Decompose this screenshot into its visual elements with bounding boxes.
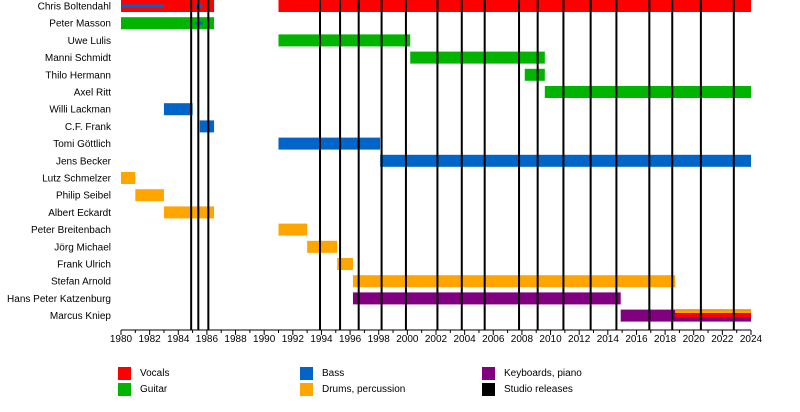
bar-guitar xyxy=(278,34,411,47)
member-label: Manni Schmidt xyxy=(45,53,111,64)
bar-drums xyxy=(163,206,215,219)
membership-bars xyxy=(121,0,751,322)
member-label: Chris Boltendahl xyxy=(38,2,111,13)
x-axis: 1980 1982 1984 1986 1988 1990 1992 1994 1996 1998… xyxy=(110,329,763,345)
bar-guitar xyxy=(410,51,545,64)
bar-bass xyxy=(163,103,193,116)
bar-drums xyxy=(307,240,338,253)
member-label: Peter Breitenbach xyxy=(31,225,111,236)
x-tick-label: 1982 xyxy=(139,334,162,345)
member-label: Philip Seibel xyxy=(56,191,111,202)
x-tick-label: 2016 xyxy=(625,334,648,345)
member-label: Willi Lackman xyxy=(49,105,111,116)
member-label: Jens Becker xyxy=(56,156,112,167)
x-tick-label: 2014 xyxy=(597,334,620,345)
x-tick-label: 2024 xyxy=(740,334,763,345)
x-tick-label: 1996 xyxy=(339,334,362,345)
studio-release-lines xyxy=(190,0,735,330)
bar-vocals xyxy=(675,314,751,318)
bar-bass xyxy=(121,4,164,8)
member-label: C.F. Frank xyxy=(65,122,112,133)
x-tick-label: 1998 xyxy=(368,334,391,345)
x-tick-label: 2012 xyxy=(568,334,591,345)
member-label: Tomi Göttlich xyxy=(53,139,111,150)
member-label: Thilo Hermann xyxy=(45,70,111,81)
member-label: Frank Ulrich xyxy=(57,260,111,271)
x-tick-label: 2018 xyxy=(654,334,677,345)
x-tick-label: 2000 xyxy=(396,334,419,345)
x-tick-label: 1986 xyxy=(196,334,219,345)
member-label: Axel Ritt xyxy=(74,88,111,99)
bar-bass xyxy=(380,154,751,167)
bar-guitar xyxy=(544,86,751,98)
x-tick-label: 1994 xyxy=(310,334,333,345)
x-tick-label: 2004 xyxy=(454,334,477,345)
member-label: Hans Peter Katzenburg xyxy=(7,294,111,305)
bar-guitar xyxy=(524,68,545,81)
bar-drums xyxy=(337,258,353,270)
x-tick-label: 2022 xyxy=(711,334,734,345)
bar-drums xyxy=(352,275,676,288)
x-tick-label: 2008 xyxy=(511,334,534,345)
bar-bass xyxy=(199,120,215,133)
member-label: Jörg Michael xyxy=(54,242,111,253)
x-tick-label: 1990 xyxy=(253,334,276,345)
bar-drums xyxy=(121,172,136,184)
member-label: Stefan Arnold xyxy=(51,277,111,288)
member-label: Marcus Kniep xyxy=(50,311,112,322)
x-tick-label: 2002 xyxy=(425,334,448,345)
bar-drums xyxy=(135,189,164,202)
bar-bass xyxy=(278,137,381,150)
member-label: Peter Masson xyxy=(49,19,111,30)
x-tick-label: 1980 xyxy=(110,334,133,345)
x-tick-label: 2006 xyxy=(482,334,505,345)
x-tick-label: 1988 xyxy=(224,334,247,345)
x-tick-label: 1992 xyxy=(282,334,305,345)
member-labels: Chris Boltendahl Peter Masson Uwe Lulis Man… xyxy=(7,2,112,323)
member-label: Albert Eckardt xyxy=(48,208,111,219)
x-tick-label: 1984 xyxy=(167,334,190,345)
bar-drums xyxy=(675,310,751,314)
member-label: Uwe Lulis xyxy=(68,36,111,47)
bar-vocals xyxy=(278,0,751,12)
x-tick-label: 2010 xyxy=(539,334,562,345)
bar-drums xyxy=(278,223,308,236)
bar-keyboards xyxy=(352,292,621,305)
x-tick-label: 2020 xyxy=(683,334,706,345)
member-label: Lutz Schmelzer xyxy=(42,174,112,185)
